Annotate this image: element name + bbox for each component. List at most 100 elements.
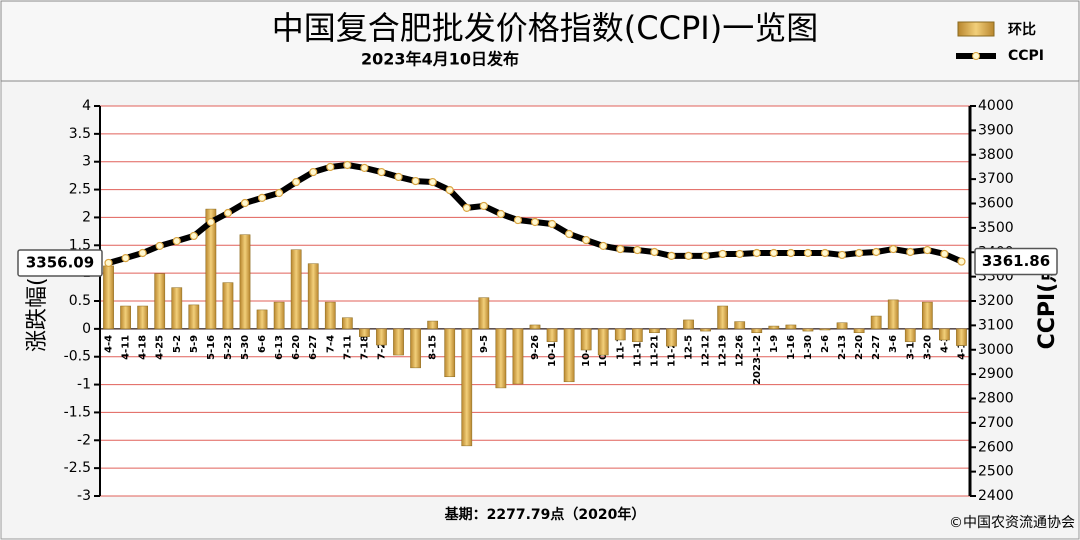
x-tick-label: 5-2 <box>172 335 183 353</box>
line-marker <box>565 229 574 239</box>
x-tick-label: 3-20 <box>922 335 933 360</box>
y2-tick-label: 3900 <box>978 122 1014 138</box>
legend-bar-icon <box>957 21 995 37</box>
bar <box>239 234 251 330</box>
chart-subtitle: 2023年4月10日发布 <box>361 50 519 69</box>
bar <box>649 328 660 334</box>
line-marker <box>752 248 761 258</box>
bar <box>904 328 916 342</box>
bar <box>785 324 797 330</box>
line-marker <box>223 208 233 218</box>
line-marker <box>616 244 625 254</box>
bar <box>580 328 592 351</box>
bar <box>256 309 268 330</box>
x-tick-label: 3-6 <box>888 335 899 353</box>
y2-tick-label: 2600 <box>978 439 1014 455</box>
line-marker <box>326 162 335 172</box>
line-marker <box>599 241 608 251</box>
line-marker <box>428 177 437 187</box>
line-marker <box>923 245 932 255</box>
line-marker <box>445 185 454 195</box>
bar <box>836 322 848 330</box>
data-label: 3361.86 <box>982 252 1050 270</box>
bar <box>853 328 865 334</box>
bar <box>802 328 814 332</box>
bar <box>717 305 729 330</box>
line-marker <box>292 177 301 187</box>
bar <box>563 328 575 383</box>
y2-tick-label: 2400 <box>978 488 1014 504</box>
bar <box>290 249 302 330</box>
y2-tick-label: 3600 <box>978 196 1014 212</box>
x-tick-label: 7-4 <box>325 335 336 353</box>
line-marker <box>633 245 642 255</box>
x-tick-label: 5-9 <box>189 335 200 353</box>
legend-label: 环比 <box>1008 21 1036 38</box>
x-tick-label: 12-12 <box>701 335 712 367</box>
x-tick-label: 1-30 <box>803 335 814 360</box>
base-note: 基期：2277.79点（2020年） <box>445 506 646 523</box>
bar <box>137 305 149 330</box>
y2-tick-label: 2700 <box>978 415 1014 431</box>
y2-tick-label: 3100 <box>978 317 1014 333</box>
chart-title: 中国复合肥批发价格指数(CCPI)一览图 <box>272 9 818 47</box>
bar <box>512 328 524 385</box>
bar <box>751 328 763 334</box>
line-marker <box>940 249 949 259</box>
plot: 43.532.521.510.50-0.5-1-1.5-2-2.5-340003… <box>17 98 1058 504</box>
line-marker <box>360 163 369 173</box>
header <box>0 0 1080 82</box>
y-tick-label: 0 <box>82 321 91 337</box>
line-marker <box>547 219 557 229</box>
bar <box>154 273 166 330</box>
line-marker <box>837 250 847 260</box>
y-tick-label: 2 <box>82 209 91 225</box>
bar <box>444 328 456 378</box>
line-marker <box>803 248 813 258</box>
y-tick-label: -3 <box>77 488 91 504</box>
bar <box>341 317 353 330</box>
line-marker <box>240 198 250 208</box>
y-tick-label: 0.5 <box>69 293 91 309</box>
bar <box>120 305 131 330</box>
bar <box>495 328 507 389</box>
bar <box>956 328 967 346</box>
line-marker <box>479 201 488 211</box>
line-marker <box>820 248 830 258</box>
bar <box>273 301 285 330</box>
x-tick-label: 1-16 <box>786 335 797 360</box>
line-marker <box>206 217 215 227</box>
line-marker <box>667 251 676 261</box>
line-marker <box>121 254 130 263</box>
bar <box>921 301 933 330</box>
y-tick-label: 3.5 <box>69 126 91 142</box>
x-tick-label: 12-19 <box>718 335 729 367</box>
x-tick-label: 7-25 <box>376 335 387 360</box>
bar <box>324 301 336 330</box>
bar <box>359 328 370 337</box>
x-tick-label: 10-24 <box>581 335 592 367</box>
x-tick-label: 11-21 <box>649 335 660 367</box>
x-tick-label: 6-13 <box>274 335 285 360</box>
line-marker <box>138 248 147 258</box>
bar <box>222 282 234 330</box>
line-marker <box>309 167 318 177</box>
line-marker <box>172 236 181 246</box>
bar <box>205 208 217 330</box>
bar <box>171 287 183 330</box>
legend-label: CCPI <box>1008 48 1044 64</box>
line-marker <box>257 193 267 202</box>
x-tick-label: 9-26 <box>530 335 541 360</box>
y2-tick-label: 4000 <box>978 98 1014 114</box>
x-tick-label: 2023-1-2 <box>752 335 763 385</box>
bar <box>410 328 421 369</box>
line-marker <box>650 247 659 257</box>
line-marker <box>906 247 915 257</box>
x-tick-label: 11-28 <box>666 335 677 367</box>
bar <box>683 319 694 330</box>
y2-tick-label: 3800 <box>978 147 1014 163</box>
x-tick-label: 11-7 <box>615 335 626 360</box>
line-marker <box>855 248 864 258</box>
x-tick-label: 3-13 <box>905 335 916 360</box>
x-tick-label: 4-10 <box>956 335 967 360</box>
